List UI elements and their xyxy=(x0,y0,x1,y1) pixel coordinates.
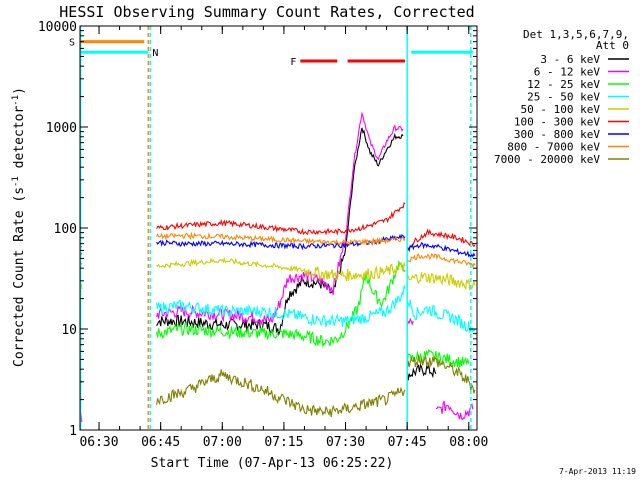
y-tick-label-1: 1 xyxy=(69,424,77,439)
flag-label-n: N xyxy=(152,48,158,59)
x-tick-label-1: 06:30 xyxy=(79,435,118,450)
series-line-3-seg-2 xyxy=(156,259,406,349)
legend-label-7: 300 - 800 keV xyxy=(514,128,600,141)
axes: 1 10 100 1000 10000 06:30 06:45 07:00 07:15 07:30… xyxy=(38,20,488,450)
legend-label-8: 800 - 7000 keV xyxy=(507,141,600,154)
y-tick-label-4: 1000 xyxy=(46,121,77,136)
series-line-6-seg-2 xyxy=(156,202,406,236)
chart-title: HESSI Observing Summary Count Rates, Cor… xyxy=(59,3,474,21)
y-tick-label-3: 100 xyxy=(54,222,77,237)
series-line-5-seg-2 xyxy=(156,257,406,282)
series-line-2-seg-2 xyxy=(156,111,404,326)
series-line-9-seg-2 xyxy=(156,369,406,418)
plot-frame xyxy=(79,25,478,431)
legend-label-6: 100 - 300 keV xyxy=(514,116,600,129)
x-tick-label-4: 07:15 xyxy=(264,435,303,450)
series-line-8-seg-3 xyxy=(406,252,476,269)
x-tick-label-6: 07:45 xyxy=(388,435,427,450)
legend-label-9: 7000 - 20000 keV xyxy=(494,153,600,166)
generation-timestamp: 7-Apr-2013 11:19 xyxy=(559,467,636,476)
series-line-4-seg-3 xyxy=(406,299,476,334)
x-tick-label-5: 07:30 xyxy=(326,435,365,450)
series-line-1-seg-2 xyxy=(156,127,404,337)
x-tick-label-7: 08:00 xyxy=(449,435,488,450)
legend-label-3: 12 - 25 keV xyxy=(527,78,600,91)
series-line-2-seg-3 xyxy=(406,317,414,327)
plot-clip-group xyxy=(80,26,476,430)
series-line-3-seg-3 xyxy=(406,349,470,368)
legend-label-1: 3 - 6 keV xyxy=(540,53,600,66)
legend-label-4: 25 - 50 keV xyxy=(527,91,600,104)
legend-header-2: Att 0 xyxy=(596,39,629,52)
series-line-6-seg-3 xyxy=(406,228,476,250)
legend-label-5: 50 - 100 keV xyxy=(521,103,601,116)
legend-header-1: Det 1,3,5,6,7,9, xyxy=(523,28,629,41)
x-tick-label-2: 06:45 xyxy=(141,435,180,450)
flag-label-f: F xyxy=(290,57,296,68)
y-tick-label-5: 10000 xyxy=(38,20,77,35)
series-line-1-seg-3 xyxy=(406,363,437,381)
flag-label-s: S xyxy=(69,38,75,49)
y-axis-label: Corrected Count Rate (s-1 detector-1) xyxy=(11,87,27,367)
y-tick-label-2: 10 xyxy=(61,323,77,338)
series-line-4-seg-2 xyxy=(156,285,406,328)
legend-label-2: 6 - 12 keV xyxy=(534,66,601,79)
series-line-9-seg-3 xyxy=(406,355,476,394)
series-line-5-seg-3 xyxy=(407,272,476,291)
x-tick-label-3: 07:00 xyxy=(203,435,242,450)
series-line-7-seg-3 xyxy=(406,241,476,259)
x-axis-label: Start Time (07-Apr-13 06:25:22) xyxy=(151,456,394,471)
series-line-2-seg-4 xyxy=(435,400,474,421)
series-line-8-seg-2 xyxy=(156,231,406,246)
plot-area: S N F xyxy=(69,26,476,430)
